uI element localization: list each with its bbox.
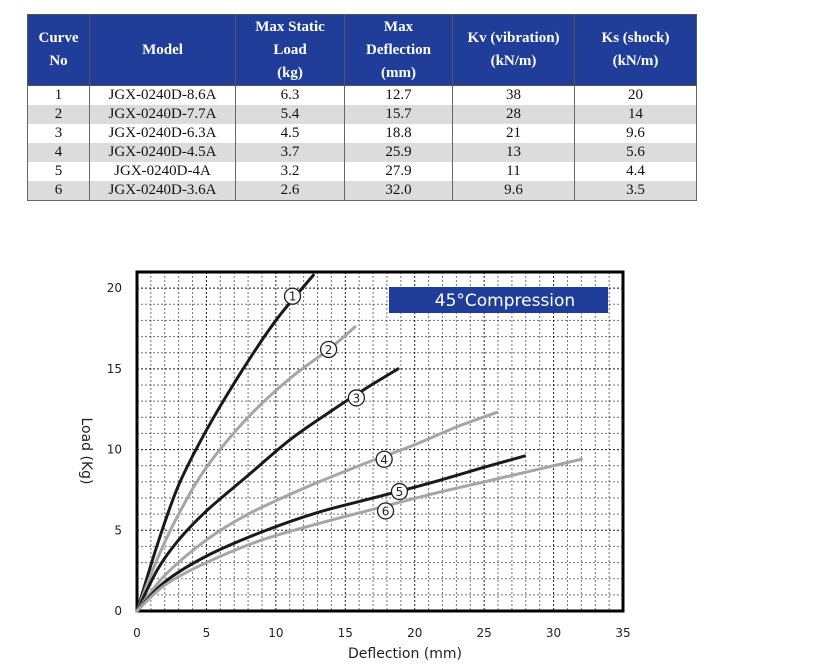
table-header-line: Max <box>383 18 414 35</box>
table-header-line: (kN/m) <box>490 53 537 69</box>
table-header-line: Ks (shock) <box>601 30 670 46</box>
table-cell: 3.5 <box>574 181 697 201</box>
chart-title-box <box>389 287 608 313</box>
table-row: 3 JGX-0240D-6.3A 4.5 18.8 21 9.6 <box>27 124 697 143</box>
curve-label: 2 <box>325 343 333 357</box>
table-cell: 20 <box>574 85 697 105</box>
table-cell: 38 <box>452 85 575 105</box>
table-header-cell: Kv (vibration) (kN/m) <box>452 14 575 86</box>
series-line-1 <box>135 273 315 613</box>
table-cell: 9.6 <box>452 181 575 201</box>
x-tick-label: 20 <box>407 626 422 640</box>
table-cell: 12.7 <box>344 85 453 105</box>
table-header-cell: Max Deflection (mm) <box>344 14 453 86</box>
x-tick-label: 0 <box>133 626 141 640</box>
table-header-cell: Curve No <box>27 14 90 86</box>
curve-label-circle <box>375 450 393 468</box>
table-cell: JGX-0240D-4A <box>89 162 236 181</box>
table-header-line: Kv (vibration) <box>467 30 560 46</box>
series-line-5 <box>135 454 526 613</box>
table-row: 1 JGX-0240D-8.6A 6.3 12.7 38 20 <box>27 85 697 105</box>
y-tick-label: 0 <box>114 604 122 618</box>
table-cell: 5 <box>27 162 90 181</box>
curve-label-circle <box>283 287 302 305</box>
table-cell: 28 <box>452 105 575 124</box>
table-cell: JGX-0240D-3.6A <box>89 181 236 201</box>
x-tick-label: 25 <box>477 626 492 640</box>
curve-label-circle <box>390 482 409 501</box>
table-header-line: Deflection <box>366 41 431 58</box>
table-cell: 13 <box>452 143 575 162</box>
curve-label: 1 <box>289 290 297 304</box>
table-cell: JGX-0240D-8.6A <box>89 85 236 105</box>
table-cell: 21 <box>452 124 575 143</box>
table-cell: 3.2 <box>235 162 345 181</box>
table-cell: 25.9 <box>344 143 453 162</box>
y-tick-label: 10 <box>107 443 122 457</box>
x-tick-label: 30 <box>546 626 561 640</box>
curve-label: 5 <box>396 485 404 499</box>
table-header-line: Model <box>142 41 183 58</box>
table-row: 5 JGX-0240D-4A 3.2 27.9 11 4.4 <box>27 162 697 181</box>
table-body: 1 JGX-0240D-8.6A 6.3 12.7 38 20 2 JGX-0240D-7.7… <box>27 85 697 201</box>
table-cell: 9.6 <box>574 124 697 143</box>
table-header-line: Curve <box>38 30 79 46</box>
y-tick-label: 20 <box>107 281 122 295</box>
table-cell: JGX-0240D-7.7A <box>89 105 236 124</box>
x-axis-label: Deflection (mm) <box>348 646 462 662</box>
table-header-line: (kg) <box>277 64 303 81</box>
series-line-2 <box>135 325 357 613</box>
table-cell: JGX-0240D-4.5A <box>89 143 236 162</box>
curve-label-circle <box>319 340 338 359</box>
table-header-row: Curve No Model Max Static Load (kg) Max Deflect… <box>27 14 697 86</box>
curve-label-circle <box>376 502 395 520</box>
series-line-4 <box>135 410 499 613</box>
table-header-cell: Model <box>89 14 236 86</box>
table-header-cell: Ks (shock) (kN/m) <box>574 14 697 86</box>
table-header-line: Load <box>273 41 307 58</box>
table-header-line: Max Static <box>255 18 325 35</box>
table-cell: 27.9 <box>344 162 453 181</box>
curve-label-circle <box>347 389 366 407</box>
table-header-line: No <box>49 53 68 69</box>
table-cell: 4 <box>27 143 90 162</box>
table-row: 4 JGX-0240D-4.5A 3.7 25.9 13 5.6 <box>27 143 697 162</box>
table-cell: 5.6 <box>574 143 697 162</box>
table-header-line: (kN/m) <box>612 53 659 69</box>
table-cell: 5.4 <box>235 105 345 124</box>
curve-label: 4 <box>380 453 388 467</box>
x-tick-label: 5 <box>203 626 211 640</box>
table-row: 6 JGX-0240D-3.6A 2.6 32.0 9.6 3.5 <box>27 181 697 201</box>
table-cell: 32.0 <box>344 181 453 201</box>
chart-title: 45°Compression <box>435 291 575 311</box>
y-tick-label: 5 <box>114 523 122 537</box>
curve-label: 3 <box>353 391 361 405</box>
table-cell: 6 <box>27 181 90 201</box>
spec-table: Curve No Model Max Static Load (kg) Max Deflect… <box>27 14 697 201</box>
table-cell: 3.7 <box>235 143 345 162</box>
table-header-cell: Max Static Load (kg) <box>235 14 345 86</box>
table-cell: 4.5 <box>235 124 345 143</box>
table-cell: 15.7 <box>344 105 453 124</box>
table-cell: 11 <box>452 162 575 181</box>
series-line-6 <box>135 457 583 613</box>
table-cell: 14 <box>574 105 697 124</box>
plot-frame <box>135 270 625 613</box>
table-cell: 3 <box>27 124 90 143</box>
y-axis-label: Load (Kg) <box>78 417 94 484</box>
curve-label: 6 <box>382 504 390 518</box>
table-cell: JGX-0240D-6.3A <box>89 124 236 143</box>
table-cell: 1 <box>27 85 90 105</box>
table-header-line: (mm) <box>381 64 416 81</box>
table-row: 2 JGX-0240D-7.7A 5.4 15.7 28 14 <box>27 105 697 124</box>
table-cell: 6.3 <box>235 85 345 105</box>
table-cell: 2.6 <box>235 181 345 201</box>
table-cell: 2 <box>27 105 90 124</box>
x-tick-label: 10 <box>268 626 283 640</box>
table-cell: 4.4 <box>574 162 697 181</box>
x-tick-label: 15 <box>338 626 353 640</box>
x-tick-label: 35 <box>615 626 630 640</box>
y-tick-label: 15 <box>107 362 122 376</box>
